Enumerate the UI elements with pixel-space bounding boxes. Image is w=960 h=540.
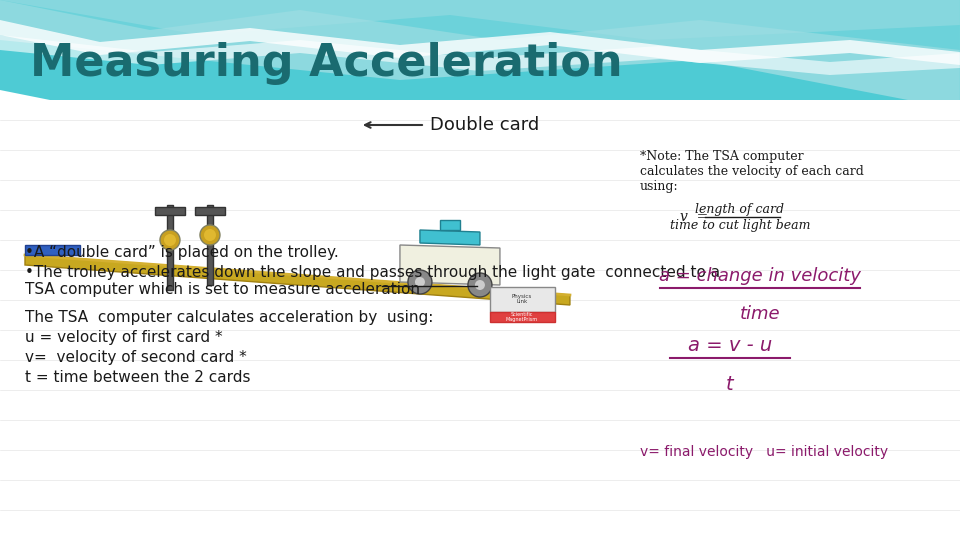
Circle shape bbox=[204, 229, 216, 241]
Polygon shape bbox=[400, 245, 500, 285]
Polygon shape bbox=[25, 245, 80, 255]
Text: Scientific
MagnetPrism: Scientific MagnetPrism bbox=[506, 312, 538, 322]
Text: length of card: length of card bbox=[695, 204, 784, 217]
Polygon shape bbox=[420, 230, 480, 245]
Text: Measuring Acceleration: Measuring Acceleration bbox=[30, 42, 623, 85]
Polygon shape bbox=[0, 100, 960, 540]
Text: t = time between the 2 cards: t = time between the 2 cards bbox=[25, 370, 251, 385]
Text: Double card: Double card bbox=[430, 116, 540, 134]
Circle shape bbox=[408, 270, 432, 294]
Text: t: t bbox=[726, 375, 733, 394]
Circle shape bbox=[468, 273, 492, 297]
Polygon shape bbox=[0, 0, 960, 50]
Circle shape bbox=[475, 280, 485, 290]
Polygon shape bbox=[25, 255, 570, 305]
Text: •The trolley accelerates down the slope and passes through the light gate  conne: •The trolley accelerates down the slope … bbox=[25, 265, 720, 298]
Bar bbox=[167, 205, 173, 290]
Bar bbox=[155, 207, 185, 215]
Text: u = velocity of first card *: u = velocity of first card * bbox=[25, 330, 223, 345]
Bar bbox=[195, 207, 225, 215]
Polygon shape bbox=[440, 220, 460, 230]
Polygon shape bbox=[0, 20, 960, 65]
Text: Physics
Link: Physics Link bbox=[512, 294, 532, 305]
Bar bbox=[490, 287, 555, 312]
Text: time to cut light beam: time to cut light beam bbox=[670, 219, 810, 232]
Bar bbox=[207, 205, 213, 285]
Text: •A “double card” is placed on the trolley.: •A “double card” is placed on the trolle… bbox=[25, 245, 339, 260]
Circle shape bbox=[164, 234, 176, 246]
Polygon shape bbox=[0, 0, 960, 40]
Text: a = v - u: a = v - u bbox=[687, 336, 772, 355]
Polygon shape bbox=[0, 0, 960, 110]
Circle shape bbox=[415, 277, 425, 287]
Text: v  =: v = bbox=[680, 210, 708, 224]
Circle shape bbox=[200, 225, 220, 245]
Text: v=  velocity of second card *: v= velocity of second card * bbox=[25, 350, 247, 365]
Circle shape bbox=[160, 230, 180, 250]
Text: v= final velocity   u= initial velocity: v= final velocity u= initial velocity bbox=[640, 445, 888, 459]
Polygon shape bbox=[0, 35, 960, 75]
Text: a = change in velocity: a = change in velocity bbox=[659, 267, 861, 285]
Text: The TSA  computer calculates acceleration by  using:: The TSA computer calculates acceleration… bbox=[25, 310, 433, 325]
Text: *Note: The TSA computer
calculates the velocity of each card
using:: *Note: The TSA computer calculates the v… bbox=[640, 150, 864, 193]
Polygon shape bbox=[0, 0, 960, 160]
Text: time: time bbox=[739, 305, 780, 323]
Bar bbox=[490, 312, 555, 322]
